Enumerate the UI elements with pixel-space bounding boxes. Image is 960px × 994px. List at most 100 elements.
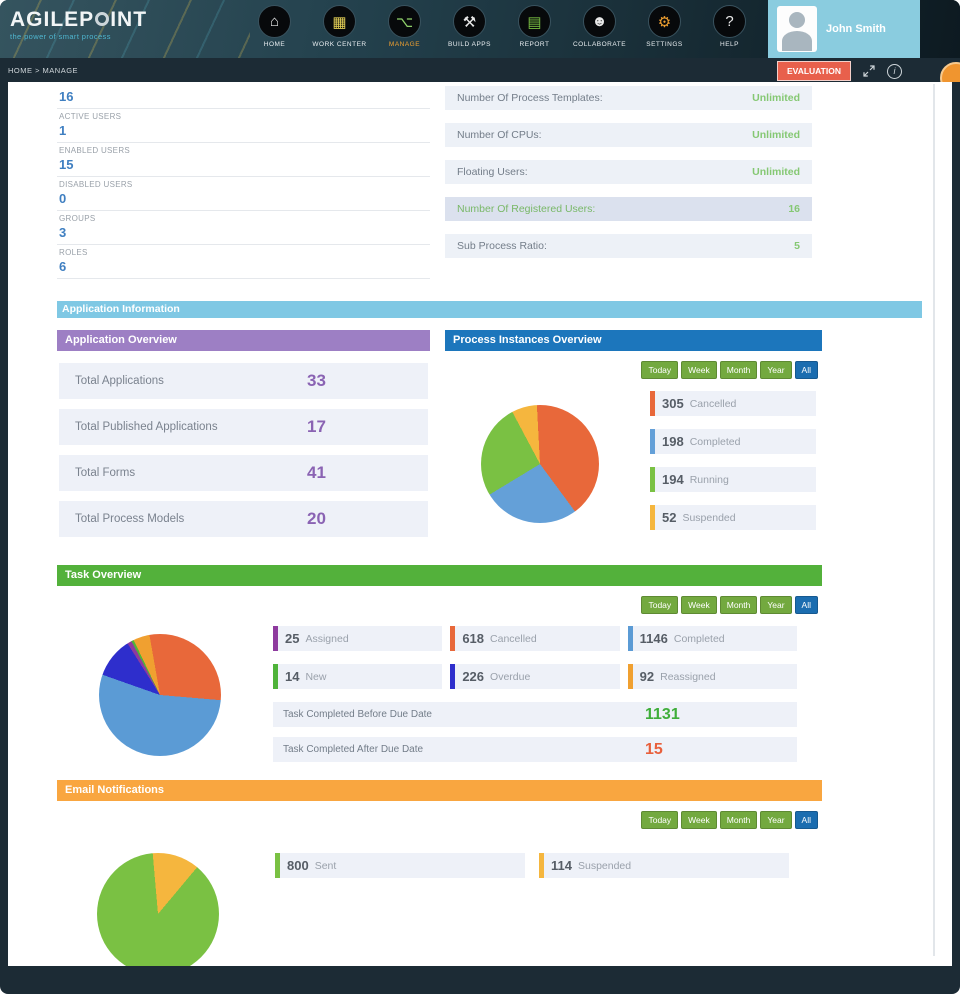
- nav-help[interactable]: ? HELP: [697, 5, 762, 48]
- nav-home[interactable]: ⌂ HOME: [242, 5, 307, 48]
- filter-all-button[interactable]: All: [794, 361, 818, 379]
- collaborate-icon: ☻: [583, 5, 616, 38]
- nav-build-apps-label: BUILD APPS: [448, 41, 491, 48]
- process-instances-pie-chart: [481, 405, 599, 523]
- filter-all-button[interactable]: All: [794, 811, 818, 829]
- filter-month-button[interactable]: Month: [719, 811, 758, 829]
- logo-o-icon: O: [95, 12, 110, 26]
- nav-help-label: HELP: [720, 41, 739, 48]
- nav-work-center[interactable]: ▦ WORK CENTER: [307, 5, 372, 48]
- breadcrumb[interactable]: HOME > MANAGE: [8, 66, 79, 75]
- legend-cancelled: 305 Cancelled: [650, 391, 816, 416]
- task-overview-filters: Today Week Month Year All: [57, 596, 818, 614]
- application-overview-title: Application Overview: [57, 330, 430, 351]
- license-row-registered-users: Number Of Registered Users: 16: [445, 197, 812, 221]
- process-instances-title: Process Instances Overview: [445, 330, 822, 351]
- before-due-value: 1131: [645, 705, 680, 723]
- email-notifications-title: Email Notifications: [57, 780, 822, 801]
- stat-disabled-users: DISABLED USERS 0: [57, 177, 430, 211]
- stat-roles: ROLES 6: [57, 245, 430, 279]
- task-overview-pie-chart: [99, 634, 221, 756]
- settings-icon: ⚙: [648, 5, 681, 38]
- nav-work-center-label: WORK CENTER: [312, 41, 367, 48]
- agilepoint-logo[interactable]: AGILEPOINT the power of smart process: [10, 8, 148, 42]
- home-icon: ⌂: [258, 5, 291, 38]
- orange-badge-icon[interactable]: [940, 62, 960, 82]
- filter-today-button[interactable]: Today: [641, 596, 679, 614]
- filter-week-button[interactable]: Week: [681, 811, 717, 829]
- row-total-forms: Total Forms 41: [59, 455, 428, 491]
- breadcrumb-bar: HOME > MANAGE EVALUATION i: [0, 58, 960, 82]
- expand-icon[interactable]: [863, 65, 875, 77]
- main-navigation: ⌂ HOME ▦ WORK CENTER ⌥ MANAGE ⚒ BUILD AP…: [242, 5, 762, 48]
- legend-cancelled: 618 Cancelled: [450, 626, 620, 651]
- top-navigation: AGILEPOINT the power of smart process ⌂ …: [0, 0, 960, 58]
- filter-month-button[interactable]: Month: [719, 596, 758, 614]
- task-overview-legend: 25 Assigned 618 Cancelled 1146 Completed 14…: [273, 626, 797, 689]
- stat-registered-users-partial: 16: [57, 84, 430, 109]
- user-stats-list: 16 ACTIVE USERS 1 ENABLED USERS 15 DISAB…: [57, 84, 430, 279]
- user-avatar: [777, 6, 817, 52]
- user-name: John Smith: [826, 23, 886, 35]
- license-stats-section: 16 ACTIVE USERS 1 ENABLED USERS 15 DISAB…: [57, 84, 922, 279]
- stat-groups: GROUPS 3: [57, 211, 430, 245]
- row-total-applications: Total Applications 33: [59, 363, 428, 399]
- email-notifications-pie-chart: [97, 853, 219, 966]
- build-apps-icon: ⚒: [453, 5, 486, 38]
- user-menu[interactable]: John Smith: [768, 0, 920, 58]
- work-center-icon: ▦: [323, 5, 356, 38]
- manage-icon: ⌥: [388, 5, 421, 38]
- section-application-information: Application Information: [57, 301, 922, 318]
- license-row-process-templates: Number Of Process Templates: Unlimited: [445, 86, 812, 110]
- filter-all-button[interactable]: All: [794, 596, 818, 614]
- nav-home-label: HOME: [263, 41, 286, 48]
- filter-week-button[interactable]: Week: [681, 361, 717, 379]
- email-notifications-filters: Today Week Month Year All: [57, 811, 818, 829]
- nav-settings[interactable]: ⚙ SETTINGS: [632, 5, 697, 48]
- scrollbar[interactable]: [933, 84, 935, 956]
- filter-month-button[interactable]: Month: [719, 361, 758, 379]
- legend-suspended: 52 Suspended: [650, 505, 816, 530]
- nav-report[interactable]: ▤ REPORT: [502, 5, 567, 48]
- info-icon[interactable]: i: [887, 63, 902, 79]
- nav-manage-label: MANAGE: [388, 41, 421, 48]
- logo-text: AGILEPOINT: [10, 8, 148, 31]
- license-row-cpus: Number Of CPUs: Unlimited: [445, 123, 812, 147]
- license-row-floating-users: Floating Users: Unlimited: [445, 160, 812, 184]
- row-total-published-applications: Total Published Applications 17: [59, 409, 428, 445]
- stat-enabled-users: ENABLED USERS 15: [57, 143, 430, 177]
- legend-overdue: 226 Overdue: [450, 664, 620, 689]
- legend-sent: 800 Sent: [275, 853, 525, 878]
- filter-year-button[interactable]: Year: [760, 811, 792, 829]
- row-total-process-models: Total Process Models 20: [59, 501, 428, 537]
- nav-collaborate[interactable]: ☻ COLLABORATE: [567, 5, 632, 48]
- help-icon: ?: [713, 5, 746, 38]
- report-icon: ▤: [518, 5, 551, 38]
- legend-completed: 1146 Completed: [627, 626, 797, 651]
- process-instances-panel: Process Instances Overview Today Week Mo…: [445, 330, 822, 543]
- nav-manage[interactable]: ⌥ MANAGE: [372, 5, 437, 48]
- legend-new: 14 New: [273, 664, 443, 689]
- filter-week-button[interactable]: Week: [681, 596, 717, 614]
- filter-year-button[interactable]: Year: [760, 596, 792, 614]
- nav-build-apps[interactable]: ⚒ BUILD APPS: [437, 5, 502, 48]
- filter-today-button[interactable]: Today: [641, 811, 679, 829]
- nav-settings-label: SETTINGS: [646, 41, 683, 48]
- task-overview-panel: Task Overview Today Week Month Year All …: [57, 565, 822, 762]
- legend-completed: 198 Completed: [650, 429, 816, 454]
- task-completed-after-due-row: Task Completed After Due Date 15: [273, 737, 797, 762]
- nav-collaborate-label: COLLABORATE: [572, 41, 627, 48]
- legend-suspended: 114 Suspended: [539, 853, 789, 878]
- email-notifications-legend: 800 Sent 114 Suspended: [275, 853, 789, 966]
- filter-today-button[interactable]: Today: [641, 361, 679, 379]
- license-limits-list: Number Of Process Templates: Unlimited N…: [445, 84, 812, 279]
- license-row-sub-process-ratio: Sub Process Ratio: 5: [445, 234, 812, 258]
- page-content: 16 ACTIVE USERS 1 ENABLED USERS 15 DISAB…: [8, 82, 952, 966]
- evaluation-badge[interactable]: EVALUATION: [777, 61, 851, 81]
- filter-year-button[interactable]: Year: [760, 361, 792, 379]
- application-overview-panel: Application Overview Total Applications …: [57, 330, 430, 549]
- logo-tagline: the power of smart process: [10, 32, 111, 41]
- process-instances-filters: Today Week Month Year All: [445, 361, 818, 379]
- legend-running: 194 Running: [650, 467, 816, 492]
